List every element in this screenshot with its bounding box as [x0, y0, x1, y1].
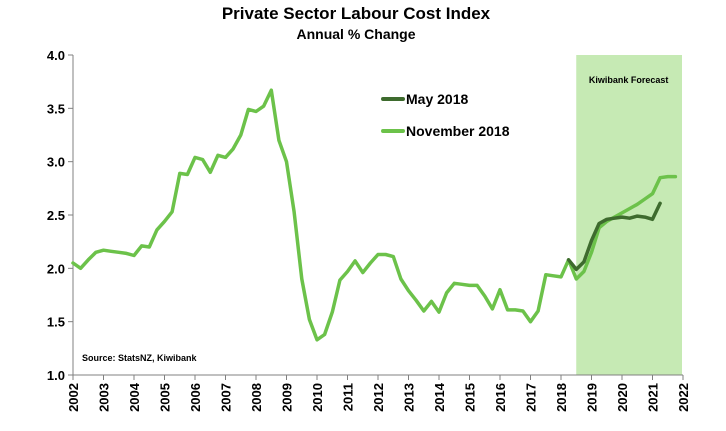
- x-tick-label: 2003: [97, 383, 112, 412]
- chart-title: Private Sector Labour Cost Index: [222, 4, 491, 23]
- x-tick-label: 2015: [463, 383, 478, 412]
- x-tick-label: 2002: [66, 383, 81, 412]
- x-tick-label: 2004: [127, 382, 142, 412]
- x-tick-label: 2005: [158, 383, 173, 412]
- x-tick-label: 2007: [219, 383, 234, 412]
- forecast-region: Kiwibank Forecast: [576, 55, 682, 375]
- series-lines: [71, 88, 678, 342]
- x-tick-label: 2019: [585, 383, 600, 412]
- series-line-november-2018: [71, 88, 678, 342]
- forecast-label: Kiwibank Forecast: [589, 75, 669, 85]
- x-tick-label: 2012: [371, 383, 386, 412]
- x-tick-label: 2017: [524, 383, 539, 412]
- legend-label: November 2018: [406, 123, 510, 139]
- axes: 1.0 1.5 2.0 2.5 3.0 3.5 4.0 2002 2003 2004 2005 200…: [47, 48, 691, 412]
- x-tick-label: 2018: [554, 383, 569, 412]
- y-tick-label: 4.0: [47, 48, 65, 63]
- x-tick-label: 2021: [646, 383, 661, 412]
- y-tick-label: 2.5: [47, 208, 65, 223]
- chart-subtitle: Annual % Change: [296, 26, 415, 42]
- legend: May 2018 November 2018: [381, 91, 510, 139]
- y-tick-label: 3.5: [47, 101, 65, 116]
- x-tick-label: 2013: [402, 383, 417, 412]
- x-tick-label: 2006: [188, 383, 203, 412]
- x-tick-label: 2011: [341, 383, 356, 411]
- y-tick-label: 2.0: [47, 261, 65, 276]
- x-tick-label: 2016: [493, 383, 508, 412]
- y-tick-label: 3.0: [47, 155, 65, 170]
- x-tick-label: 2009: [280, 383, 295, 412]
- x-tick-label: 2020: [615, 383, 630, 412]
- forecast-shade: [576, 55, 682, 375]
- y-tick-label: 1.5: [47, 315, 65, 330]
- x-tick-label: 2022: [676, 383, 691, 412]
- legend-label: May 2018: [406, 91, 468, 107]
- x-tick-label: 2014: [432, 382, 447, 412]
- x-tick-label: 2010: [310, 383, 325, 412]
- y-tick-label: 1.0: [47, 368, 65, 383]
- series-line-may-2018: [566, 201, 662, 272]
- source-note: Source: StatsNZ, Kiwibank: [82, 353, 198, 363]
- x-tick-label: 2008: [249, 383, 264, 412]
